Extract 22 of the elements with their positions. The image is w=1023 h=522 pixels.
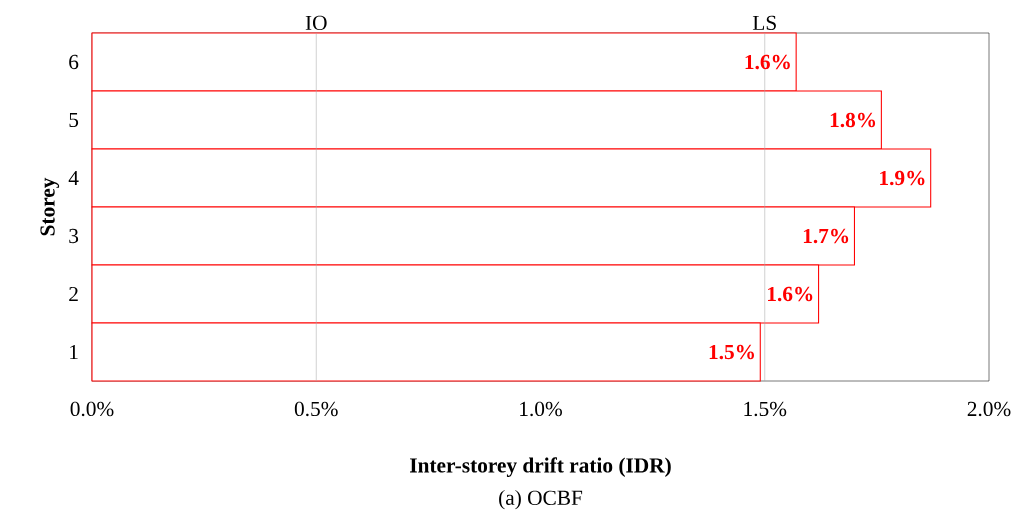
data-label: 1.8%	[830, 112, 876, 128]
x-tick-label: 0.5%	[294, 401, 338, 417]
y-tick-label: 6	[69, 54, 79, 70]
x-tick-label: 0.0%	[70, 401, 114, 417]
x-tick-label: 1.0%	[520, 401, 562, 417]
data-label: 1.5%	[709, 344, 754, 360]
ref-line-label: LS	[752, 15, 776, 31]
y-axis-title: Storey	[40, 177, 60, 236]
data-label: 1.7%	[803, 228, 849, 244]
x-tick-label: 1.5%	[744, 401, 787, 417]
y-tick-label: 2	[69, 286, 78, 302]
y-tick-label: 1	[70, 344, 78, 360]
text: (a) OCBF	[499, 489, 583, 510]
x-axis-title: Inter-storey drift ratio (IDR)	[410, 457, 671, 477]
y-tick-label: 3	[69, 228, 79, 244]
y-tick-label: 5	[69, 112, 79, 128]
data-label: 1.9%	[880, 170, 925, 186]
y-tick-label: 4	[68, 171, 79, 186]
ref-line-label: IO	[305, 15, 327, 31]
x-tick-label: 2.0%	[967, 401, 1011, 417]
data-label: 1.6%	[745, 54, 790, 70]
data-label: 1.6%	[768, 286, 813, 302]
